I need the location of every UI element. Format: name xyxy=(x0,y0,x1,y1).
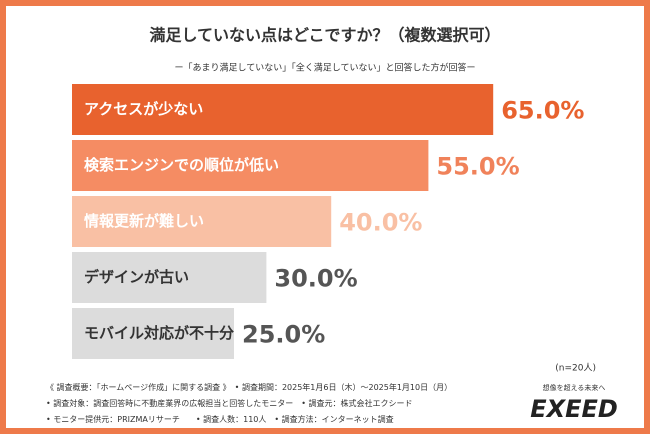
chart-title: 満足していない点はどこですか？（複数選択可） xyxy=(149,26,500,45)
category-label: 情報更新が難しい xyxy=(84,212,204,230)
value-label: 30.0% xyxy=(274,265,357,293)
category-label: アクセスが少ない xyxy=(84,100,203,118)
value-label: 25.0% xyxy=(242,321,325,349)
footer-line: • 調査対象：調査回答時に不動産業界の広報担当と回答したモニター • 調査元：株… xyxy=(46,399,413,408)
bar xyxy=(72,308,234,359)
value-label: 55.0% xyxy=(436,153,519,181)
bar xyxy=(72,140,429,191)
logo: EXEED xyxy=(530,395,618,423)
bar xyxy=(72,252,267,303)
note: (n=20人) xyxy=(555,363,596,374)
footer-line: 《 調査概要：「ホームページ作成」に関する調査 》 • 調査期間：2025年1月… xyxy=(46,383,453,392)
category-label: デザインが古い xyxy=(84,268,189,286)
bar xyxy=(72,84,494,135)
category-label: モバイル対応が不十分 xyxy=(84,324,234,342)
footer-line: • モニター提供元：PRIZMAリサーチ • 調査人数：110人 • 調査方法：… xyxy=(46,415,394,424)
value-label: 40.0% xyxy=(339,209,422,237)
category-label: 検索エンジンでの順位が低い xyxy=(84,156,279,174)
value-label: 65.0% xyxy=(501,97,584,125)
chart: 満足していない点はどこですか？（複数選択可） ー「あまり満足していない」「全く満… xyxy=(72,26,618,423)
chart-subtitle: ー「あまり満足していない」「全く満足していない」と回答した方が回答ー xyxy=(175,62,476,74)
bar xyxy=(72,196,332,247)
logo-tagline: 想像を超える未来へ xyxy=(543,383,606,392)
